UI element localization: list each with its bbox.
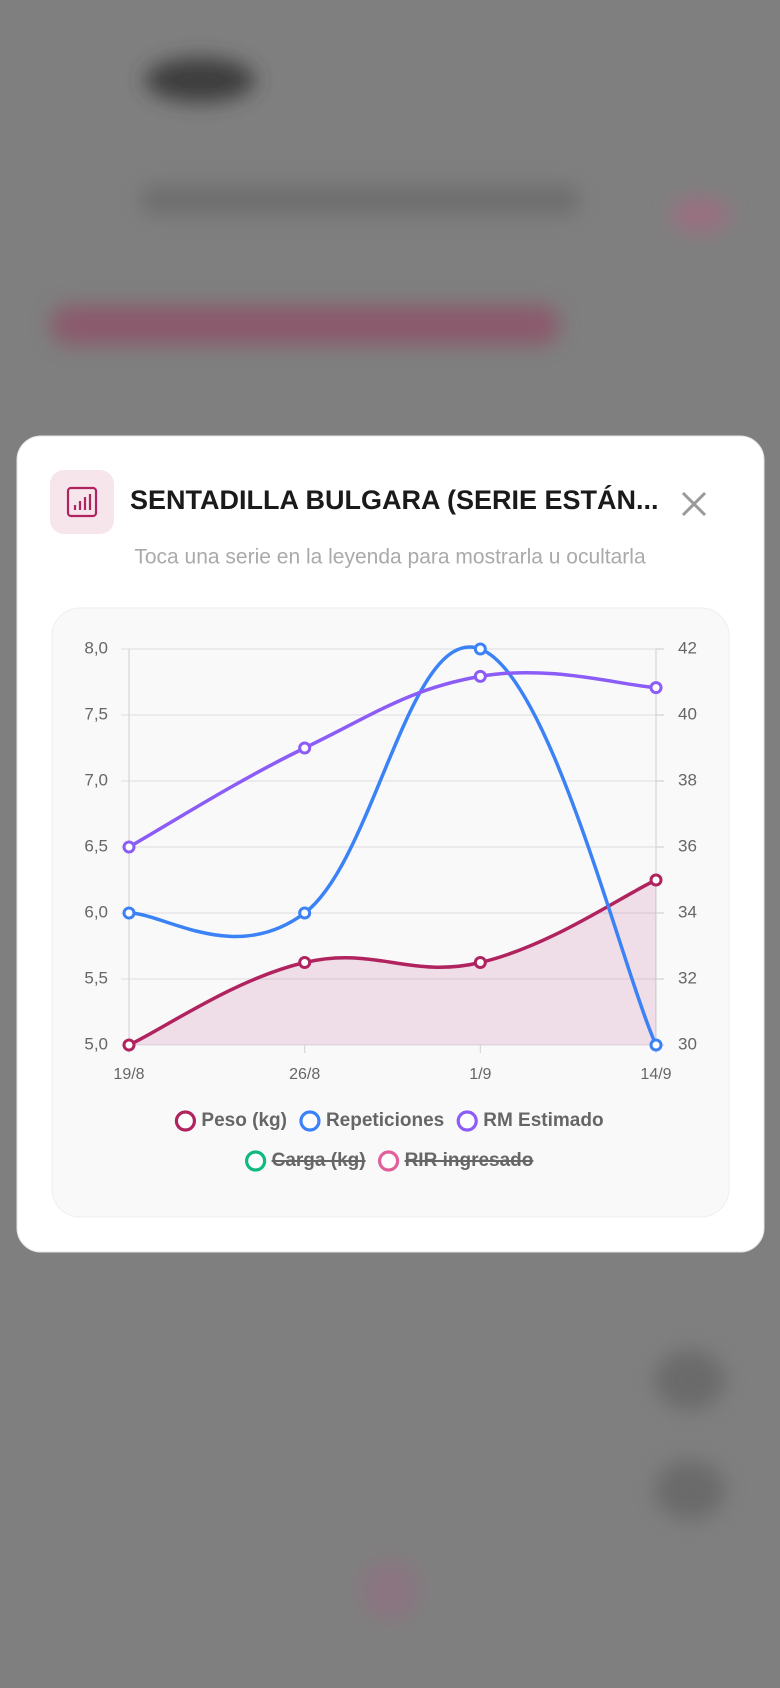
y2-tick-label: 42 [678,638,697,657]
legend-marker[interactable] [299,1110,321,1132]
point [122,1038,136,1052]
modal-subtitle: Toca una serie en la leyenda para mostra… [134,546,646,569]
y-tick-label: 5,0 [84,1034,108,1053]
chart-icon [66,486,98,518]
y2-tick-label: 32 [678,968,697,987]
legend-marker[interactable] [245,1150,267,1172]
y2-tick-label: 34 [678,902,697,921]
x-tick-label: 14/9 [640,1066,671,1083]
y2-tick-label: 40 [678,704,697,723]
legend-marker[interactable] [456,1110,478,1132]
point [649,681,663,695]
y-tick-label: 5,5 [84,968,108,987]
legend-marker[interactable] [174,1110,197,1132]
point [473,642,487,656]
point [298,741,312,755]
y2-tick-label: 36 [678,836,697,855]
line [128,878,657,1047]
y-tick-label: 7,5 [84,704,108,723]
point [473,956,487,969]
point [298,956,312,969]
y-tick-label: 6,0 [84,902,108,921]
legend-marker[interactable] [377,1150,400,1172]
point [473,669,487,683]
close-button[interactable] [670,480,718,528]
point [649,1038,663,1052]
chart-icon-box [50,470,114,534]
legend-label[interactable]: Peso (kg) [201,1110,287,1131]
point [122,906,136,920]
point [298,906,312,920]
legend-label[interactable]: RM Estimado [483,1110,603,1131]
modal-title: SENTADILLA BULGARA (SERIE ESTÁN... [130,484,659,515]
x-tick-label: 19/8 [113,1066,144,1083]
y2-tick-label: 30 [678,1034,697,1053]
x-tick-label: 1/9 [469,1066,491,1083]
y-tick-label: 7,0 [84,770,108,789]
line [128,670,657,849]
blurred-background [50,58,730,1620]
point [649,873,663,887]
y-tick-label: 6,5 [84,836,108,855]
point [122,840,136,854]
x-tick-label: 26/8 [289,1066,320,1083]
y2-tick-label: 38 [678,770,697,789]
y-tick-label: 8,0 [84,638,108,657]
legend-label[interactable]: Repeticiones [326,1110,444,1131]
